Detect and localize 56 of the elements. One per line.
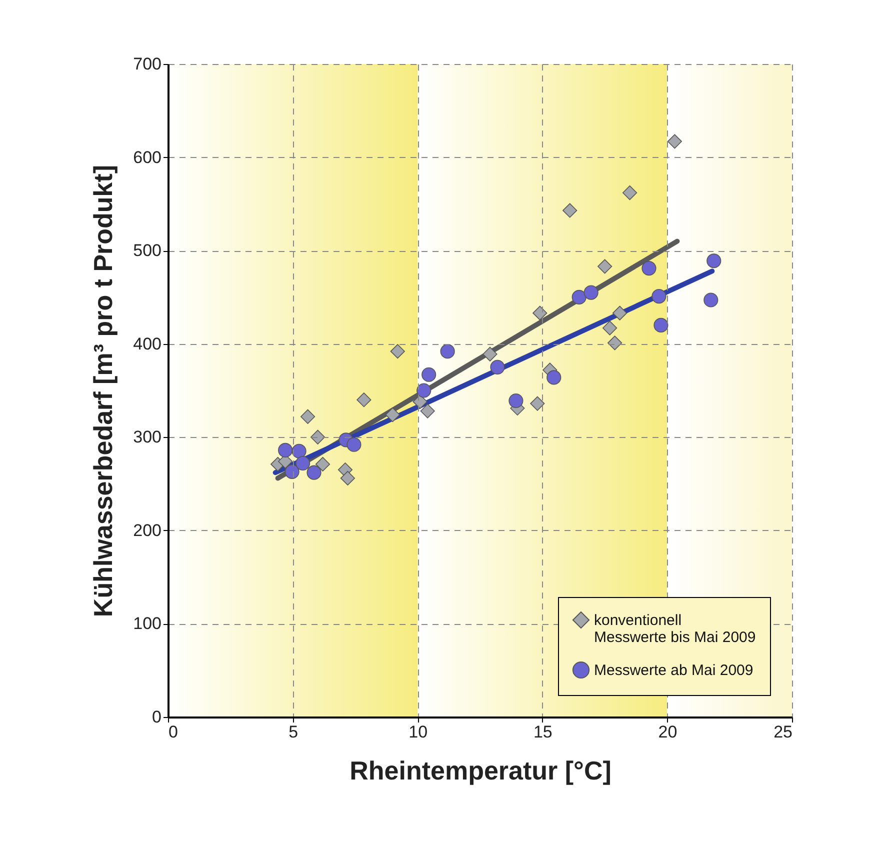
y-tick-label: 500 [133,241,162,260]
point [340,470,356,486]
point [652,289,666,304]
x-axis-title: Rheintemperatur [°C] [350,756,612,786]
point [416,383,432,398]
y-tick-label: 700 [133,54,162,74]
point [315,456,330,472]
point [482,346,498,362]
point [562,203,578,218]
x-tick-label: 5 [288,722,298,742]
point [440,344,455,359]
point [602,320,618,336]
point [278,442,293,458]
point [667,134,682,149]
point [546,370,562,385]
legend-label: konventionell Messwerte bis Mai 2009 [594,612,756,646]
point [607,336,622,350]
point [346,437,362,452]
point [532,306,548,320]
point [622,185,638,200]
point [292,444,306,458]
x-tick-label: 25 [774,722,792,742]
point [704,292,718,308]
point [654,318,668,332]
point [612,306,628,320]
point [306,465,322,480]
point [572,290,586,304]
point [385,407,400,422]
point [490,360,505,374]
point [300,409,316,424]
point [530,396,545,411]
point [412,394,428,409]
point [508,393,524,408]
point [706,254,722,268]
y-tick-label: 100 [133,614,162,634]
point [422,367,436,382]
y-tick-label: 400 [133,334,162,354]
y-tick-label: 200 [133,520,162,540]
point [356,392,372,408]
y-tick-label: 0 [152,708,162,726]
y-axis-title: Kühlwasserbedarf [m³ pro t Produkt] [88,164,118,618]
point [598,259,612,274]
y-tick-label: 300 [133,428,162,447]
x-tick-label: 0 [168,722,178,742]
y-tick-label: 600 [133,148,162,167]
point [284,464,300,479]
point [390,344,405,359]
point [295,456,310,471]
x-tick-label: 10 [408,722,428,742]
x-tick-label: 20 [658,722,678,742]
legend-label: Messwerte ab Mai 2009 [594,662,754,679]
x-tick-label: 15 [533,722,552,742]
point [584,285,598,300]
point [642,261,656,276]
point [310,430,326,444]
point [420,404,435,418]
